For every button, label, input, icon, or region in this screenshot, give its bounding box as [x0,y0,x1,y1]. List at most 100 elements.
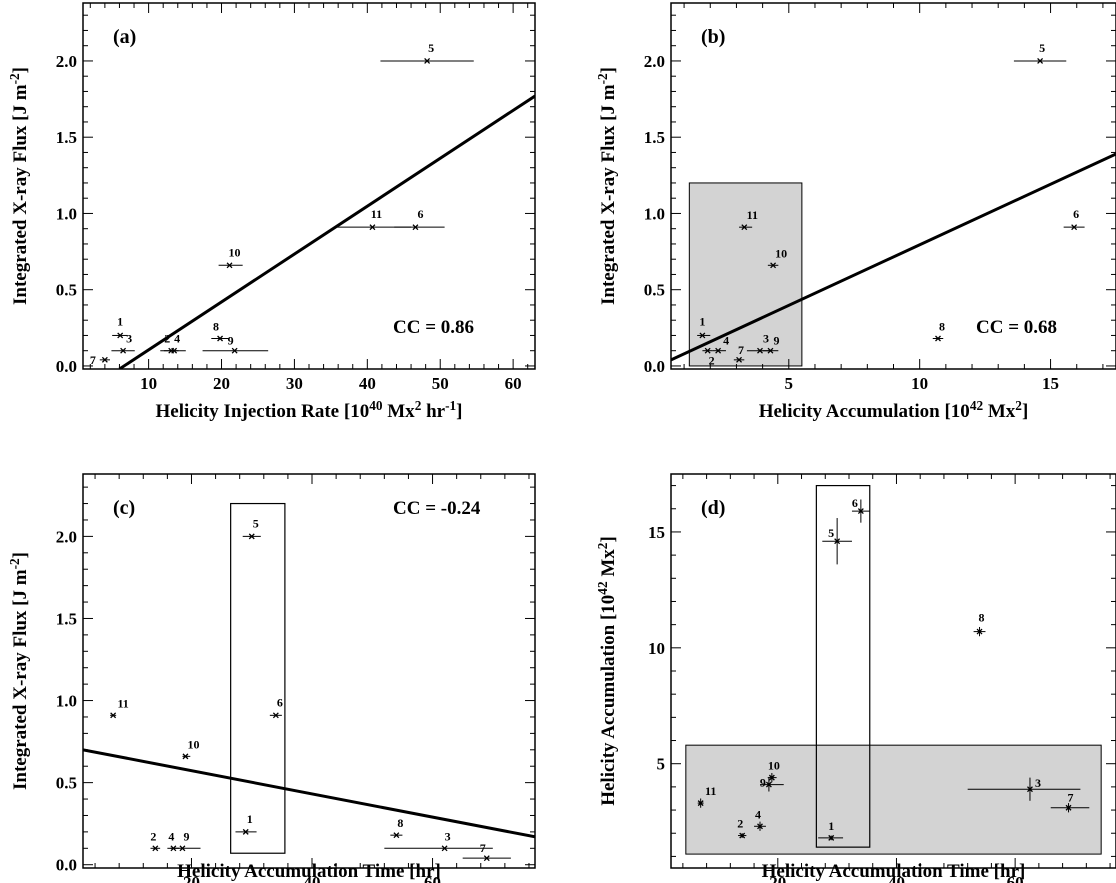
marker [1065,804,1072,811]
data-point-7: 7 [1050,791,1090,813]
fit-line [83,748,535,839]
marker [697,800,704,807]
marker [699,332,706,339]
point-label: 7 [1068,791,1074,805]
x-axis-label: Helicity Accumulation Time [hr] [177,861,441,882]
marker [1027,786,1033,793]
point-label: 1 [828,819,834,833]
data-point-3: 3 [967,776,1081,801]
data-point-5: 5 [1013,41,1067,64]
marker [182,753,189,760]
axes-frame [82,473,536,869]
panel-c: 1 2 3 4 5 6 7 8 9 10 11 20 40 60 0.0 0.5 1.0 1.5 2.0 Helici… [7,473,536,883]
x-axis: 20 40 60 [682,474,1111,883]
data-point-6: 6 [1063,207,1085,231]
point-label: 11 [371,207,382,221]
point-label: 4 [168,829,174,843]
marker [248,533,255,540]
marker [1037,57,1044,64]
marker [171,347,178,354]
data-point-7: 7 [733,343,745,363]
point-label: 4 [174,332,180,346]
data-point-1: 1 [112,314,128,339]
y-tick-label: 0.5 [56,774,77,793]
marker [765,781,772,788]
y-tick-label: 1.5 [644,128,665,147]
y-axis-label: Helicity Accumulation [1042 Mx2] [595,536,620,806]
marker [976,628,983,635]
point-label: 10 [768,759,780,773]
y-tick-label: 2.0 [56,52,77,71]
x-axis: 5 10 15 [683,3,1104,393]
point-label: 10 [775,246,787,260]
x-tick-label: 10 [140,374,157,393]
data-point-10: 10 [767,246,787,269]
data-point-9: 9 [170,829,201,852]
marker [424,57,431,64]
y-tick-label: 0.5 [56,281,77,300]
marker [117,332,124,339]
y-axis: 0.0 0.5 1.0 1.5 2.0 [56,14,535,376]
point-label: 11 [747,208,758,222]
data-point-4: 4 [712,334,729,354]
plot-area: 1 2 3 4 56 7 8 910 11 [685,484,1102,855]
point-label: 6 [852,496,858,510]
point-label: 9 [760,776,766,790]
marker [412,224,419,231]
y-axis: 0.0 0.5 1.0 1.5 2.0 [644,14,1116,376]
data-point-11: 11 [110,696,129,719]
point-label: 8 [213,320,219,334]
correlation-annotation: CC = 0.86 [393,317,474,338]
data-point-2: 2 [737,817,747,839]
shaded-region [685,744,1102,855]
marker [757,347,763,354]
data-point-2: 2 [702,347,715,368]
point-label: 2 [150,829,156,843]
data-point-3: 3 [384,829,493,852]
point-label: 3 [763,332,769,346]
point-label: 3 [126,332,132,346]
y-tick-label: 1.0 [644,204,665,223]
data-point-11: 11 [697,784,716,808]
panel-label: (b) [701,26,725,48]
marker [272,712,279,719]
marker [369,224,376,231]
data-point-8: 8 [390,816,403,839]
marker [393,832,400,839]
point-label: 2 [737,817,743,831]
data-point-4: 4 [160,332,186,354]
point-label: 11 [705,784,716,798]
fit-line [118,94,535,369]
x-tick-label: 50 [432,374,449,393]
marker [739,832,746,839]
data-point-10: 10 [218,245,243,269]
marker [1071,224,1078,231]
axes-frame [82,2,536,370]
panel-label: (a) [113,26,136,48]
point-label: 10 [229,245,241,259]
y-tick-label: 0.0 [56,856,77,875]
marker [768,774,775,781]
point-label: 8 [939,320,945,334]
data-point-5: 5 [822,518,852,565]
marker [231,347,238,354]
point-label: 9 [773,334,779,348]
point-label: 3 [1035,776,1041,790]
highlight-box [815,484,871,848]
data-point-4: 4 [754,807,766,831]
data-point-9: 9 [760,776,784,792]
point-label: 8 [397,816,403,830]
marker [152,845,159,852]
data-point-9: 9 [762,334,779,354]
marker [101,356,108,363]
highlight-box [230,502,286,854]
x-tick-label: 5 [785,374,794,393]
data-point-8: 8 [973,611,986,637]
x-axis-label: Helicity Injection Rate [1040 Mx2 hr-1] [156,398,463,423]
marker [704,347,711,354]
x-tick-label: 20 [213,374,230,393]
data-point-4: 4 [167,829,180,852]
point-label: 11 [117,696,128,710]
